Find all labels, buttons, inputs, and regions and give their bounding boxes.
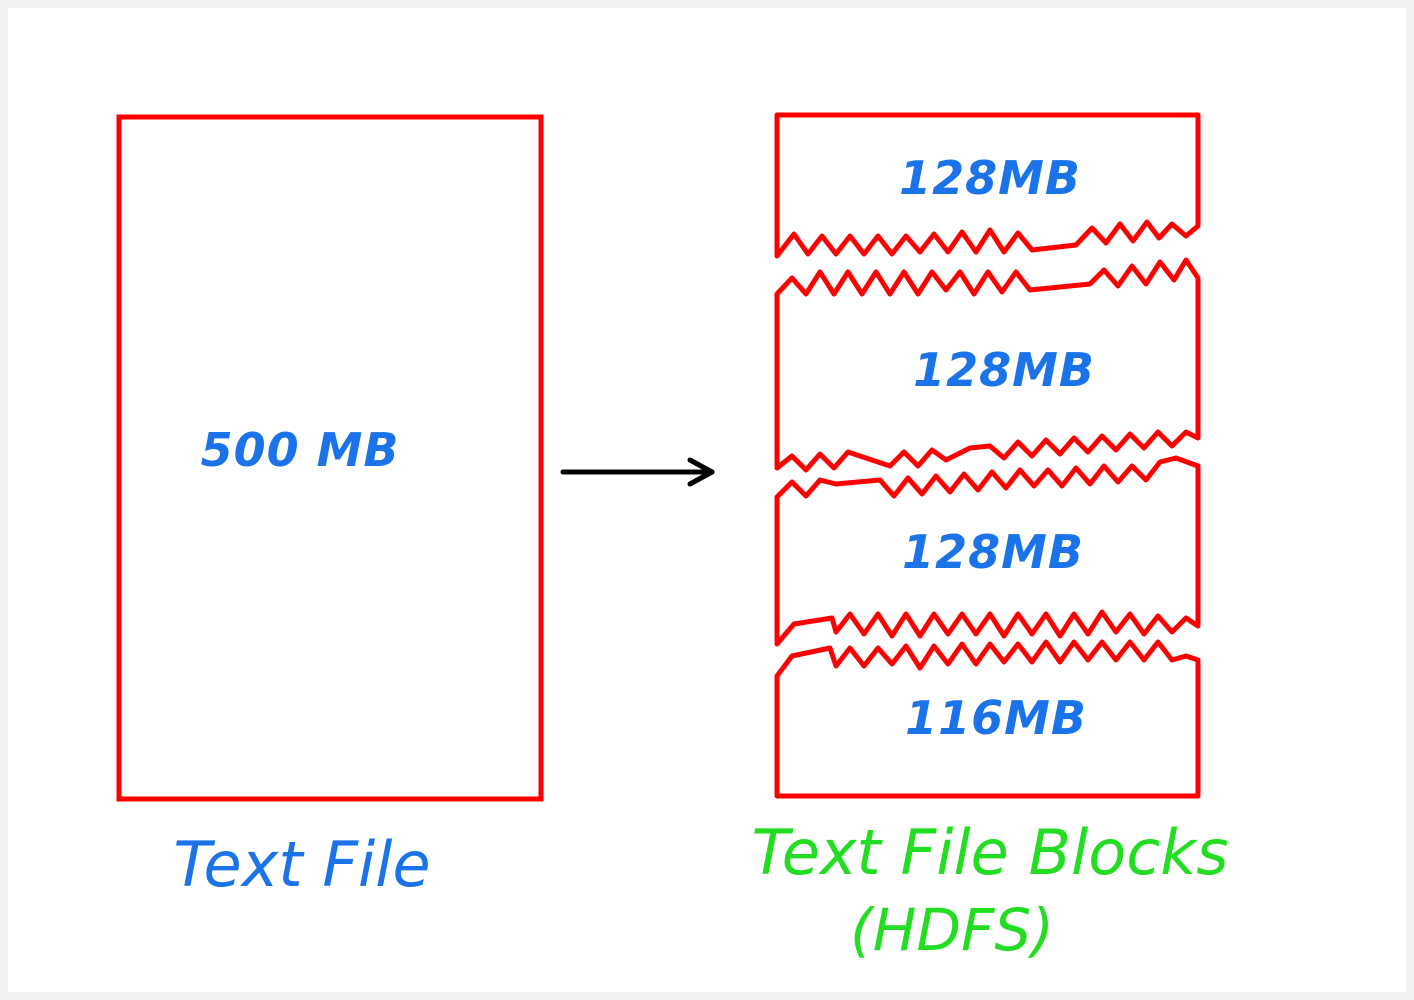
source-file-box — [116, 114, 544, 802]
blocks-caption-line1: Text File Blocks — [751, 816, 1228, 889]
block-outline-2 — [774, 257, 1201, 473]
board-background — [8, 8, 1406, 992]
hdfs-blocks — [774, 112, 1201, 799]
right-arrow-icon — [560, 457, 715, 487]
source-file-caption: Text File — [173, 828, 430, 901]
block-outline-3 — [774, 455, 1201, 647]
block-size-2: 128MB — [913, 343, 1095, 397]
block-size-4: 116MB — [905, 691, 1087, 745]
source-file-size: 500 MB — [201, 423, 400, 477]
block-outline-1 — [774, 112, 1201, 259]
block-outline-4 — [774, 639, 1201, 799]
blocks-caption-line2: (HDFS) — [850, 896, 1054, 964]
block-size-3: 128MB — [902, 525, 1084, 579]
block-size-1: 128MB — [899, 151, 1081, 205]
